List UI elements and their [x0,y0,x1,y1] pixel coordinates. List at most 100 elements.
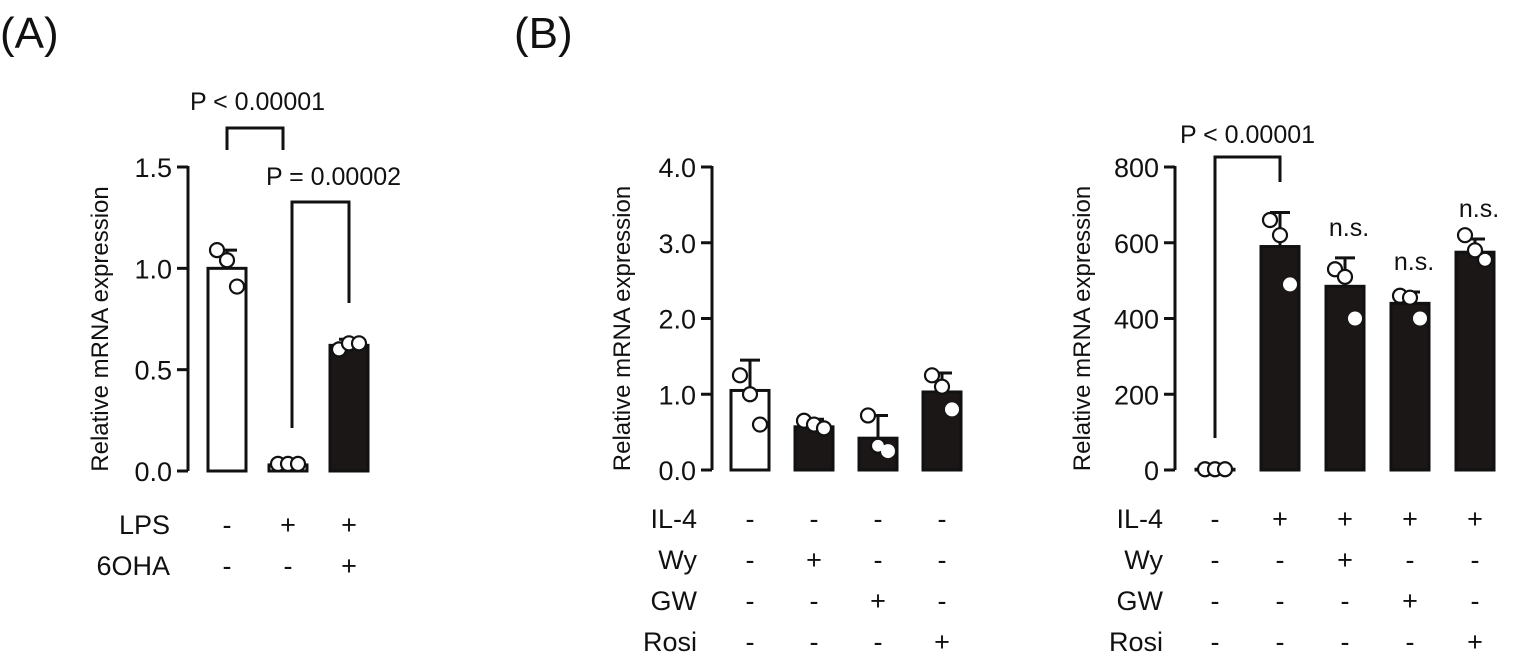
y-tick-label: 0.0 [658,456,696,486]
condition-sign: - [810,504,819,534]
y-tick-label: 3.0 [658,229,696,259]
condition-label: IL-4 [650,504,697,534]
condition-label: IL-4 [1116,504,1163,534]
condition-sign: + [1337,504,1353,534]
condition-sign: - [746,504,755,534]
data-point [731,367,749,384]
condition-sign: - [1211,504,1220,534]
data-point [1476,251,1494,268]
condition-sign: - [1406,545,1415,575]
y-tick-label: 400 [1114,305,1159,335]
y-tick-label: 1.0 [134,254,172,284]
bar [206,266,248,473]
panel-label-a: (A) [0,9,59,58]
significance-label: P < 0.00001 [190,88,325,116]
y-tick-label: 1.0 [658,380,696,410]
condition-sign: - [1471,586,1480,616]
condition-sign: - [1276,627,1285,657]
significance-label: P < 0.00001 [1180,121,1315,149]
significance-label: n.s. [1459,195,1499,223]
panel-label-b: (B) [514,9,573,58]
data-point [1413,311,1427,326]
data-point [741,386,759,403]
data-point [350,335,368,352]
condition-sign: - [223,510,232,540]
y-tick-label: 200 [1114,380,1159,410]
condition-label: LPS [119,510,170,540]
data-point [815,420,833,437]
y-tick-label: 2.0 [658,305,696,335]
data-point [933,378,951,395]
condition-sign: - [1276,545,1285,575]
data-point [218,252,236,269]
data-point [923,367,941,384]
chart-panel-a: 0.0 0.5 1.0 1.5 Relative mRNA expression LPS -… [87,88,401,581]
condition-sign: - [1406,627,1415,657]
condition-sign: - [938,504,947,534]
data-point [1401,289,1419,306]
condition-label: Rosi [1109,627,1163,657]
bar [1454,250,1496,472]
condition-sign: - [746,586,755,616]
condition-sign: + [1337,545,1353,575]
condition-sign: - [938,545,947,575]
data-point [289,455,307,473]
y-tick-label: 600 [1114,229,1159,259]
condition-sign: + [1402,586,1418,616]
significance-label: n.s. [1394,248,1434,276]
significance-label: P = 0.00002 [266,163,401,191]
condition-sign: - [810,586,819,616]
data-point [1336,268,1354,285]
condition-sign: - [810,627,819,657]
y-tick-label: 4.0 [658,153,696,183]
condition-sign: - [874,504,883,534]
y-axis-title: Relative mRNA expression [609,186,636,471]
data-point [1348,311,1362,326]
condition-label: 6OHA [96,551,170,581]
data-point [881,444,895,459]
condition-label: Wy [658,545,697,575]
condition-sign: - [746,545,755,575]
data-point [1466,242,1484,259]
significance-bracket [1213,155,1282,438]
condition-label: GW [651,586,698,616]
data-point [228,278,246,295]
condition-sign: + [280,510,296,540]
condition-sign: + [341,551,357,581]
condition-sign: + [1272,504,1288,534]
condition-label: GW [1117,586,1164,616]
condition-sign: + [870,586,886,616]
data-point [208,241,226,259]
y-tick-label: 800 [1114,153,1159,183]
condition-sign: - [874,545,883,575]
condition-sign: - [1211,586,1220,616]
data-point [859,407,877,424]
condition-sign: + [1402,504,1418,534]
y-tick-label: 0 [1144,456,1159,486]
condition-sign: - [223,551,232,581]
bar [328,343,370,473]
y-tick-label: 0.0 [134,457,172,487]
condition-sign: + [341,510,357,540]
condition-label: Rosi [643,627,697,657]
condition-sign: + [1467,627,1483,657]
condition-sign: - [1211,545,1220,575]
data-point [1216,461,1234,478]
significance-bracket [225,126,285,150]
data-point [945,402,959,417]
condition-sign: + [806,545,822,575]
chart-panel-b-left: 0.0 1.0 2.0 3.0 4.0 Relative mRNA expression I… [609,153,963,657]
condition-sign: - [284,551,293,581]
data-point [1261,211,1279,229]
data-point [751,416,769,433]
y-tick-label: 0.5 [134,356,172,386]
significance-label: n.s. [1329,214,1369,242]
data-point [1271,227,1289,244]
condition-sign: - [1471,545,1480,575]
chart-panel-b-right: 0 200 400 600 800 Relative mRNA expression IL-… [1069,121,1499,657]
condition-label: Wy [1124,545,1163,575]
data-point [1456,227,1474,244]
condition-sign: - [1341,627,1350,657]
condition-sign: - [874,627,883,657]
